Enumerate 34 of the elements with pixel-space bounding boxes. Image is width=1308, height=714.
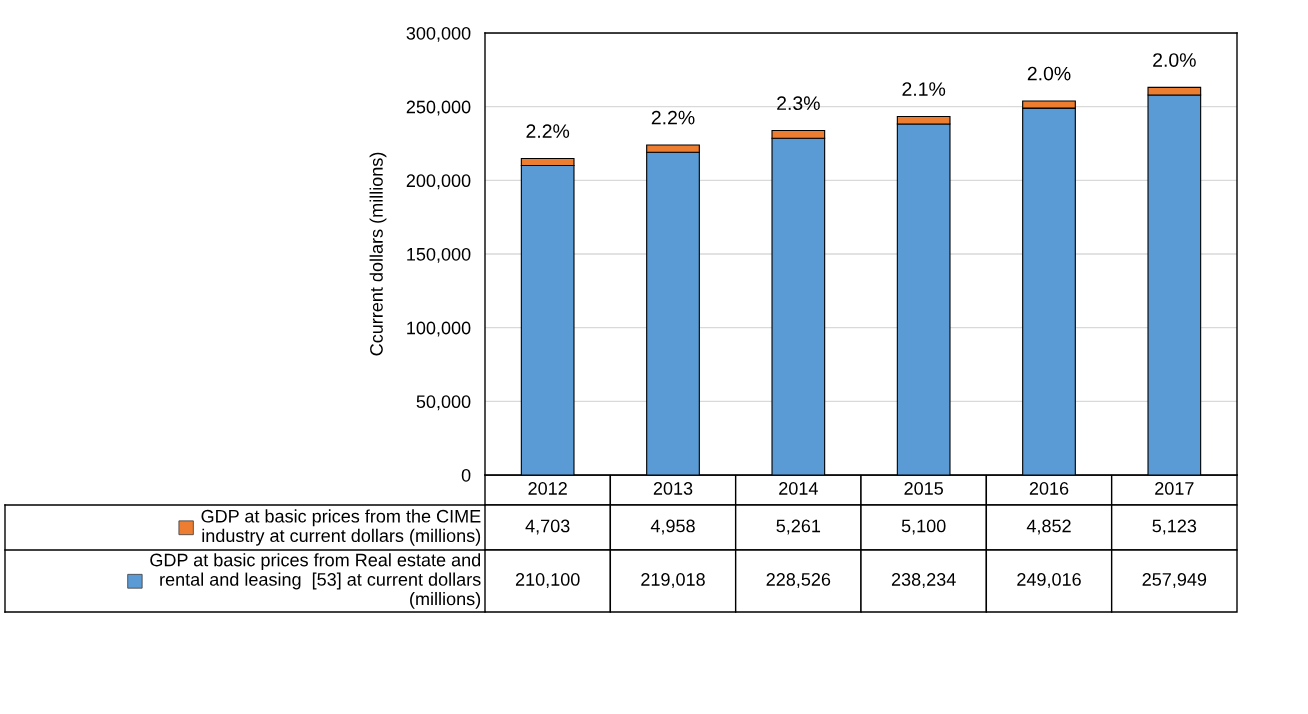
data-label: 238,234 [891,573,956,588]
y-tick-label: 150,000 [407,247,471,263]
annotation: 2.2% [526,124,570,138]
data-label: 257,949 [1142,573,1207,588]
data-label: 249,016 [1017,573,1081,588]
y-tick-label: 50,000 [416,395,471,411]
annotation: 2.1% [902,82,946,96]
y-tick-label: 300,000 [406,26,471,42]
x-tick-label: 2017 [1155,482,1194,495]
annotation: 2.3% [777,96,820,111]
legend-label: GDP at basic prices from Real estate and rental and leasing [53] at current dollars (millions) [150,553,481,609]
y-axis-title: Ccurrent dollars (millions) [369,152,387,356]
y-tick-label: 200,000 [406,174,471,190]
y-tick-label: 250,000 [406,100,471,116]
annotation: 2.0% [1027,66,1071,81]
x-tick-label: 2015 [904,482,943,495]
y-tick-label: 0 [461,468,471,482]
data-label: 5,123 [1152,519,1197,535]
data-label: 4,958 [650,519,695,535]
x-tick-label: 2016 [1029,482,1069,495]
data-label: 5,100 [901,519,946,535]
annotation: 2.0% [1153,53,1196,67]
data-label: 4,703 [525,519,570,535]
data-label: 4,852 [1026,519,1071,535]
legend-label: GDP at basic prices from the CIME industry at current dollars (millions) [201,509,481,546]
data-label: 219,018 [641,573,705,588]
annotation: 2.2% [651,110,695,125]
x-tick-label: 2012 [528,482,567,495]
x-tick-label: 2013 [653,482,693,495]
data-label: 5,261 [776,519,821,535]
data-label: 210,100 [515,573,580,588]
y-tick-label: 100,000 [407,321,471,337]
x-tick-label: 2014 [779,482,818,495]
data-label: 228,526 [766,573,831,588]
